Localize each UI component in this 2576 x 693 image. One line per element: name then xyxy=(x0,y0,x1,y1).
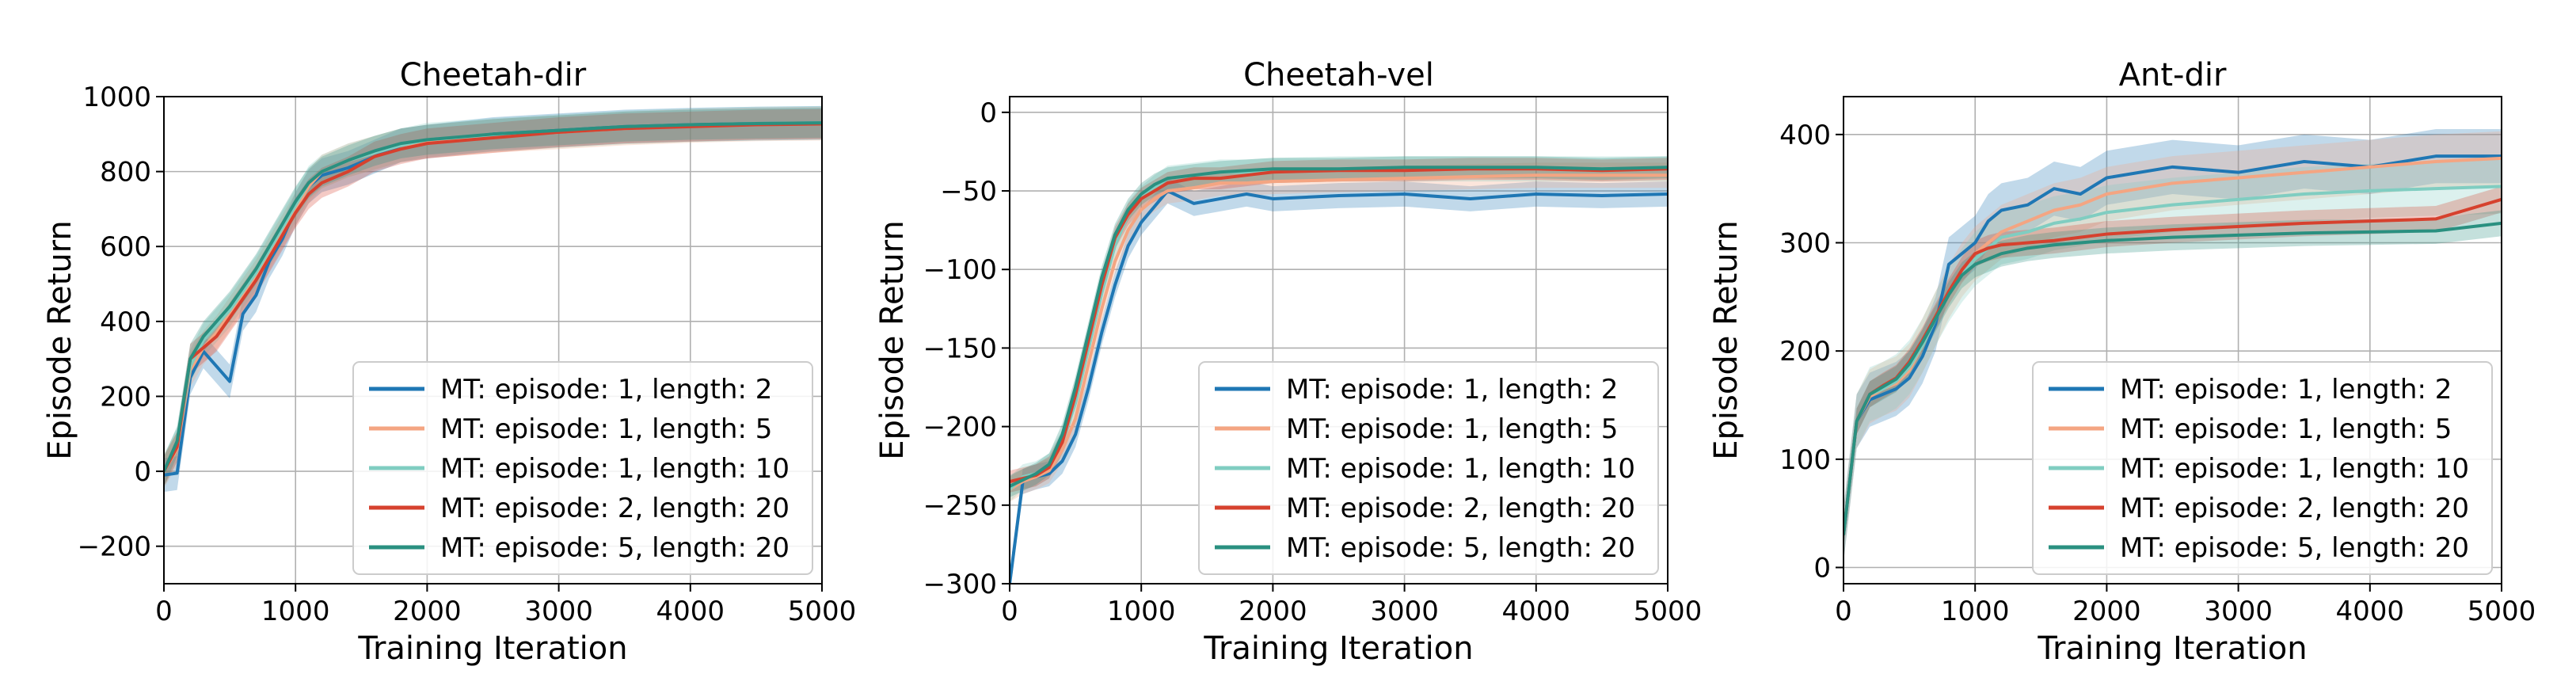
x-tick-label: 5000 xyxy=(2468,596,2536,627)
axes-frame xyxy=(1843,96,2502,584)
chart-panel-2: 0 1000 2000 3000 4000 5000 −300 −250 −200 −150 −10… xyxy=(874,57,1702,667)
y-tick-label: −100 xyxy=(923,254,997,286)
x-tick-label: 4000 xyxy=(656,596,725,627)
y-tick-label: 200 xyxy=(100,381,151,413)
chart-title: Ant-dir xyxy=(2119,57,2227,93)
y-tick-label: 300 xyxy=(1779,228,1831,260)
axes-frame xyxy=(1009,96,1669,584)
y-tick-label: −200 xyxy=(923,412,997,444)
legend-label-3: MT: episode: 1, length: 10 xyxy=(2120,453,2469,485)
series-line-5 xyxy=(164,121,822,472)
y-tick-label: 600 xyxy=(100,231,151,263)
series-line-5 xyxy=(1010,166,1668,488)
y-axis-label: Episode Return xyxy=(1708,220,1745,460)
y-tick-label: 100 xyxy=(1779,444,1831,476)
legend: MT: episode: 1, length: 2 MT: episode: 1,… xyxy=(2032,361,2493,575)
y-axis-label: Episode Return xyxy=(42,220,78,460)
x-tick-label: 5000 xyxy=(1634,596,1703,627)
x-tick-label: 1000 xyxy=(261,596,330,627)
chart-title: Cheetah-dir xyxy=(400,57,587,93)
x-tick-label: 0 xyxy=(1835,596,1852,627)
chart-panel-3: 0 1000 2000 3000 4000 5000 0 100 200 300 400 Ant-di… xyxy=(1708,57,2536,667)
x-tick-label: 3000 xyxy=(2204,596,2273,627)
x-tick-label: 5000 xyxy=(788,596,857,627)
x-tick-label: 2000 xyxy=(1239,596,1307,627)
legend: MT: episode: 1, length: 2 MT: episode: 1,… xyxy=(1198,361,1659,575)
y-tick-label: 0 xyxy=(980,97,997,129)
x-tick-label: 2000 xyxy=(393,596,462,627)
legend-box xyxy=(2032,361,2493,575)
legend-label-1: MT: episode: 1, length: 2 xyxy=(1286,374,1618,406)
x-tick-label: 2000 xyxy=(2072,596,2141,627)
series-line-2 xyxy=(1010,173,1668,491)
y-tick-label: 1000 xyxy=(82,82,151,113)
y-tick-label: −50 xyxy=(940,176,997,208)
legend-label-4: MT: episode: 2, length: 20 xyxy=(2120,493,2469,524)
x-tick-label: 1000 xyxy=(1941,596,2010,627)
legend-label-3: MT: episode: 1, length: 10 xyxy=(440,453,790,485)
y-tick-label: 200 xyxy=(1779,336,1831,367)
y-tick-label: 400 xyxy=(1779,120,1831,151)
y-tick-label: 400 xyxy=(100,307,151,338)
series-band-2 xyxy=(1844,131,2502,562)
series-band-3 xyxy=(1844,159,2502,562)
y-tick-label: −150 xyxy=(923,333,997,364)
x-axis-label: Training Iteration xyxy=(357,630,627,667)
y-tick-label: 800 xyxy=(100,157,151,188)
series-line-1 xyxy=(1844,154,2502,535)
x-tick-label: 4000 xyxy=(1502,596,1571,627)
legend-box xyxy=(1198,361,1659,575)
axes-frame xyxy=(163,96,823,584)
series-band-4 xyxy=(1844,186,2502,548)
chart-panel-1: 0 1000 2000 3000 4000 5000 −200 0 200 400 600 800 10… xyxy=(42,57,856,667)
series-line-4 xyxy=(1010,167,1668,483)
x-tick-label: 4000 xyxy=(2336,596,2405,627)
legend-label-4: MT: episode: 2, length: 20 xyxy=(440,493,790,524)
series-line-1 xyxy=(1010,189,1668,584)
y-tick-label: −250 xyxy=(923,490,997,522)
x-tick-label: 0 xyxy=(155,596,173,627)
legend-box xyxy=(352,361,813,575)
chart-title: Cheetah-vel xyxy=(1243,57,1434,93)
legend-label-5: MT: episode: 5, length: 20 xyxy=(2120,532,2469,564)
x-axis-label: Training Iteration xyxy=(2037,630,2307,667)
legend-label-3: MT: episode: 1, length: 10 xyxy=(1286,453,1635,485)
y-tick-label: −300 xyxy=(923,569,997,600)
plot-area xyxy=(164,105,822,493)
legend-label-2: MT: episode: 1, length: 5 xyxy=(1286,413,1618,445)
x-tick-label: 1000 xyxy=(1107,596,1176,627)
series-line-4 xyxy=(164,122,822,473)
legend: MT: episode: 1, length: 2 MT: episode: 1,… xyxy=(352,361,813,575)
legend-label-2: MT: episode: 1, length: 5 xyxy=(440,413,772,445)
legend-label-2: MT: episode: 1, length: 5 xyxy=(2120,413,2452,445)
legend-label-5: MT: episode: 5, length: 20 xyxy=(440,532,790,564)
plot-area xyxy=(1844,129,2502,562)
x-tick-label: 0 xyxy=(1001,596,1018,627)
series-band-1 xyxy=(1844,129,2502,562)
legend-label-1: MT: episode: 1, length: 2 xyxy=(440,374,772,406)
y-tick-label: 0 xyxy=(1813,553,1831,584)
plot-area xyxy=(1010,156,1668,584)
legend-label-5: MT: episode: 5, length: 20 xyxy=(1286,532,1635,564)
y-tick-label: −200 xyxy=(78,531,151,563)
legend-label-4: MT: episode: 2, length: 20 xyxy=(1286,493,1635,524)
series-line-5 xyxy=(1844,221,2502,535)
x-tick-label: 3000 xyxy=(524,596,593,627)
y-axis-label: Episode Return xyxy=(874,220,911,460)
legend-label-1: MT: episode: 1, length: 2 xyxy=(2120,374,2452,406)
x-axis-label: Training Iteration xyxy=(1203,630,1473,667)
y-tick-label: 0 xyxy=(134,456,151,488)
x-tick-label: 3000 xyxy=(1370,596,1439,627)
